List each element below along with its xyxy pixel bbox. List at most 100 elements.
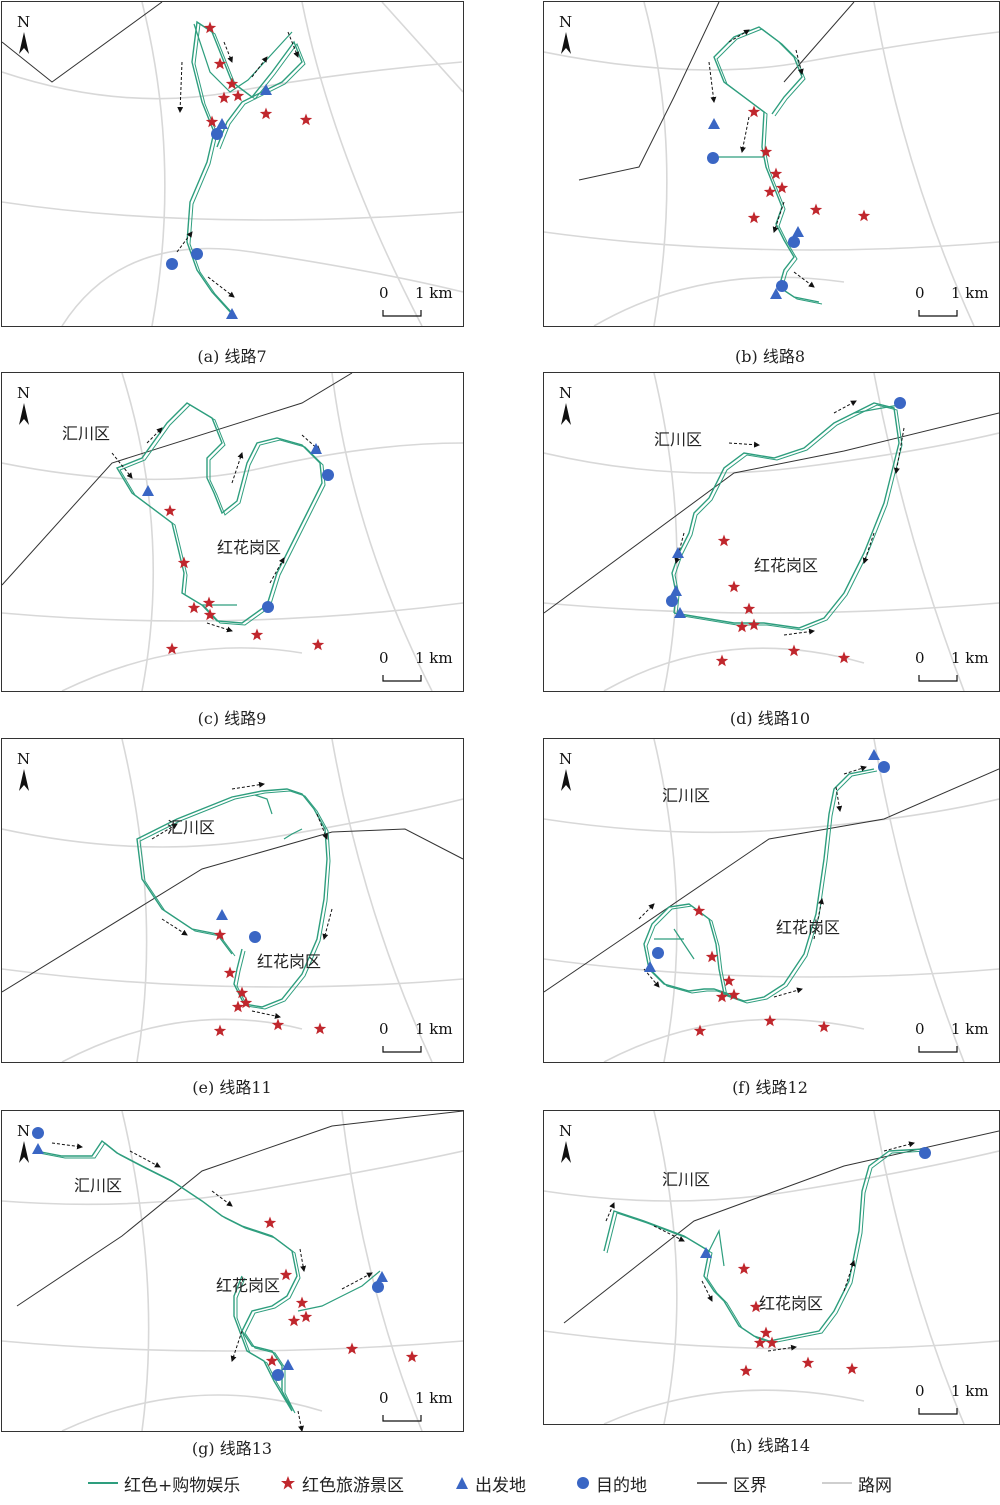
north-label: N bbox=[17, 13, 30, 31]
scale-bar bbox=[918, 675, 958, 682]
road-line bbox=[381, 2, 463, 93]
direction-arrow bbox=[299, 1248, 307, 1272]
origin-triangle-icon bbox=[376, 1271, 388, 1282]
direction-arrow bbox=[728, 29, 750, 43]
district-label: 红花岗区 bbox=[776, 918, 840, 937]
origin-triangle-icon bbox=[670, 585, 682, 596]
legend-item-destination: 目的地 bbox=[576, 1470, 647, 1496]
road-line bbox=[331, 373, 433, 691]
scale-bar bbox=[382, 1046, 422, 1053]
district-label: 红花岗区 bbox=[216, 1276, 280, 1295]
road-line bbox=[2, 968, 463, 988]
scenic-star-icon bbox=[263, 1216, 277, 1229]
destination-circle-icon bbox=[652, 947, 664, 959]
origin-triangle-icon bbox=[868, 749, 880, 760]
direction-arrow bbox=[708, 61, 717, 103]
scenic-star-icon bbox=[239, 996, 253, 1009]
triangle-icon bbox=[456, 1477, 468, 1489]
road-line bbox=[544, 31, 999, 71]
scenic-star-icon bbox=[405, 1350, 419, 1363]
destination-circle-icon bbox=[372, 1281, 384, 1293]
road-line bbox=[544, 432, 999, 474]
legend-label: 红色+购物娱乐 bbox=[124, 1475, 241, 1496]
district-label: 红花岗区 bbox=[759, 1294, 823, 1313]
legend: 红色+购物娱乐 红色旅游景区 出发地 目的地 区界 路网 bbox=[0, 1470, 1000, 1496]
district-boundary bbox=[2, 373, 353, 586]
origin-triangle-icon bbox=[708, 118, 720, 129]
scenic-star-icon bbox=[775, 181, 789, 194]
caption-a: (a) 线路7 bbox=[197, 347, 267, 366]
scale-zero: 0 bbox=[379, 1020, 389, 1038]
district-label: 汇川区 bbox=[62, 424, 110, 443]
direction-arrow bbox=[316, 813, 328, 840]
direction-arrow bbox=[728, 441, 760, 448]
road-line bbox=[2, 1150, 463, 1206]
scenic-star-icon bbox=[715, 990, 729, 1003]
scenic-star-icon bbox=[225, 77, 239, 90]
direction-arrow bbox=[223, 41, 233, 63]
road-line bbox=[331, 739, 433, 1062]
route-line bbox=[38, 1142, 301, 1414]
road-line bbox=[653, 373, 678, 691]
scenic-star-icon bbox=[692, 904, 706, 917]
scenic-star-icon bbox=[279, 1268, 293, 1281]
direction-arrow bbox=[287, 31, 299, 58]
road-line bbox=[544, 602, 999, 614]
origin-triangle-icon bbox=[770, 288, 782, 299]
road-line bbox=[2, 61, 463, 100]
north-arrow-icon bbox=[19, 769, 29, 791]
scale-bar bbox=[382, 1415, 422, 1422]
destination-circle-icon bbox=[894, 397, 906, 409]
scale-zero: 0 bbox=[915, 1382, 925, 1400]
scenic-star-icon bbox=[747, 618, 761, 631]
direction-arrow bbox=[161, 918, 188, 936]
direction-arrow bbox=[251, 1010, 281, 1019]
destination-circle-icon bbox=[776, 280, 788, 292]
road-line bbox=[653, 739, 678, 1062]
road-line bbox=[544, 1150, 999, 1202]
scenic-star-icon bbox=[213, 57, 227, 70]
scale-distance: 1 km bbox=[415, 1020, 453, 1038]
direction-arrow bbox=[146, 427, 163, 444]
road-line bbox=[121, 1111, 150, 1431]
north-label: N bbox=[17, 750, 30, 768]
origin-triangle-icon bbox=[142, 485, 154, 496]
scale-bar bbox=[918, 310, 958, 317]
scenic-star-icon bbox=[203, 21, 217, 34]
scenic-star-icon bbox=[749, 1300, 763, 1313]
scenic-star-icon bbox=[217, 91, 231, 104]
caption-d: (d) 线路10 bbox=[729, 709, 811, 728]
scenic-star-icon bbox=[287, 1314, 301, 1327]
destination-circle-icon bbox=[788, 236, 800, 248]
scenic-star-icon bbox=[213, 1024, 227, 1037]
destination-circle-icon bbox=[262, 601, 274, 613]
scenic-star-icon bbox=[299, 1310, 313, 1323]
road-line bbox=[2, 442, 463, 481]
direction-arrow bbox=[605, 1202, 615, 1222]
road-line bbox=[603, 1018, 865, 1062]
origin-triangle-icon bbox=[226, 308, 238, 319]
scenic-star-icon bbox=[311, 638, 325, 651]
scale-bar bbox=[382, 675, 422, 682]
direction-arrow bbox=[206, 622, 233, 633]
road-line bbox=[873, 739, 965, 1062]
district-boundary bbox=[544, 412, 999, 614]
scale-zero: 0 bbox=[379, 1389, 389, 1407]
origin-triangle-icon bbox=[32, 1143, 44, 1154]
scale-bar bbox=[918, 1046, 958, 1053]
north-arrow-icon bbox=[561, 769, 571, 791]
legend-item-road: 路网 bbox=[822, 1470, 892, 1496]
destination-circle-icon bbox=[166, 258, 178, 270]
direction-arrow bbox=[883, 1141, 915, 1152]
map-panel-c: 汇川区 红花岗区 N 0 1 km bbox=[1, 372, 464, 692]
route-line bbox=[186, 20, 303, 315]
direction-arrow bbox=[638, 903, 655, 920]
scenic-star-icon bbox=[271, 1018, 285, 1031]
scenic-star-icon bbox=[163, 504, 177, 517]
scale-bar bbox=[382, 310, 422, 317]
direction-arrow bbox=[843, 1260, 856, 1292]
scenic-star-icon bbox=[235, 986, 249, 999]
